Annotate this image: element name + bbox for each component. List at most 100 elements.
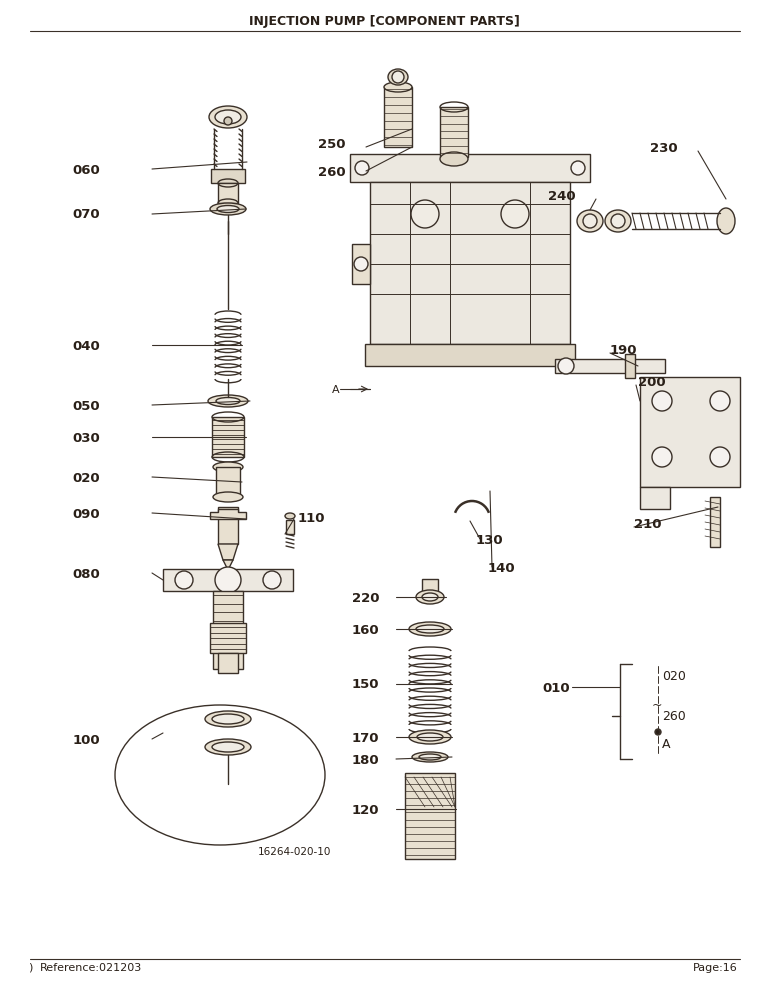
Text: 260: 260	[662, 710, 686, 723]
Ellipse shape	[412, 752, 448, 762]
Bar	[352, 245, 370, 284]
Polygon shape	[218, 545, 238, 561]
Text: 100: 100	[72, 733, 100, 746]
Bar	[440, 108, 468, 158]
Text: 160: 160	[352, 623, 379, 636]
Bar	[286, 521, 294, 535]
Text: 120: 120	[352, 803, 379, 816]
Text: ): )	[28, 962, 32, 972]
Text: 150: 150	[352, 678, 379, 691]
Circle shape	[411, 201, 439, 229]
Bar	[555, 360, 665, 374]
Text: 250: 250	[318, 137, 346, 150]
Ellipse shape	[224, 118, 232, 126]
Bar	[370, 183, 570, 345]
Text: Page:16: Page:16	[694, 962, 738, 972]
Circle shape	[392, 72, 404, 83]
Ellipse shape	[419, 754, 441, 760]
Circle shape	[611, 215, 625, 229]
Text: 190: 190	[610, 343, 637, 356]
Bar	[350, 155, 590, 183]
Ellipse shape	[717, 209, 735, 235]
Ellipse shape	[417, 734, 443, 742]
Ellipse shape	[416, 625, 444, 633]
Bar	[212, 417, 244, 457]
Ellipse shape	[577, 211, 603, 233]
Text: A: A	[662, 738, 670, 750]
Bar	[422, 580, 438, 597]
Ellipse shape	[205, 740, 251, 755]
Circle shape	[355, 162, 369, 176]
Ellipse shape	[213, 462, 243, 472]
Ellipse shape	[212, 715, 244, 725]
Ellipse shape	[212, 743, 244, 752]
Ellipse shape	[209, 107, 247, 129]
Text: 060: 060	[72, 163, 100, 176]
Text: 070: 070	[72, 209, 100, 222]
Ellipse shape	[205, 712, 251, 728]
Ellipse shape	[384, 83, 412, 92]
Bar	[365, 345, 575, 367]
Text: •: •	[654, 726, 660, 739]
Circle shape	[263, 572, 281, 589]
Circle shape	[175, 572, 193, 589]
Text: 040: 040	[72, 339, 100, 352]
Circle shape	[655, 730, 661, 736]
Bar	[640, 487, 670, 510]
Ellipse shape	[416, 590, 444, 604]
Bar	[163, 570, 293, 591]
Text: 260: 260	[318, 165, 346, 178]
Ellipse shape	[409, 731, 451, 745]
Text: 180: 180	[352, 752, 379, 765]
Bar	[640, 378, 740, 487]
Ellipse shape	[440, 153, 468, 167]
Text: 030: 030	[72, 431, 100, 444]
Bar	[213, 591, 243, 669]
Bar	[210, 623, 246, 653]
Ellipse shape	[217, 207, 239, 214]
Text: 050: 050	[72, 400, 100, 413]
Ellipse shape	[210, 204, 246, 216]
Text: 110: 110	[298, 511, 326, 524]
Circle shape	[583, 215, 597, 229]
Text: 16264-020-10: 16264-020-10	[258, 846, 331, 856]
Text: 020: 020	[662, 670, 686, 683]
Circle shape	[652, 392, 672, 412]
Text: 010: 010	[542, 681, 570, 694]
Circle shape	[501, 201, 529, 229]
Text: 140: 140	[488, 561, 515, 574]
Circle shape	[652, 447, 672, 467]
Circle shape	[354, 257, 368, 271]
Ellipse shape	[208, 396, 248, 408]
Ellipse shape	[216, 399, 240, 406]
Ellipse shape	[215, 111, 241, 125]
Ellipse shape	[285, 514, 295, 520]
Ellipse shape	[409, 622, 451, 636]
Circle shape	[710, 447, 730, 467]
Text: 170: 170	[352, 731, 379, 744]
Text: 240: 240	[548, 189, 576, 203]
Polygon shape	[223, 561, 233, 571]
Ellipse shape	[388, 70, 408, 85]
Bar	[216, 467, 240, 498]
Text: 220: 220	[352, 590, 379, 604]
Text: 090: 090	[72, 507, 100, 520]
Ellipse shape	[213, 492, 243, 503]
Circle shape	[571, 162, 585, 176]
Text: 230: 230	[650, 141, 677, 154]
Circle shape	[558, 359, 574, 375]
Text: 210: 210	[634, 517, 661, 530]
Bar	[710, 498, 720, 548]
Bar	[218, 508, 238, 545]
Bar	[218, 184, 238, 204]
Bar	[625, 355, 635, 379]
Bar	[384, 87, 412, 148]
Circle shape	[710, 392, 730, 412]
Ellipse shape	[605, 211, 631, 233]
Circle shape	[215, 568, 241, 593]
Text: 020: 020	[72, 471, 100, 484]
Text: INJECTION PUMP [COMPONENT PARTS]: INJECTION PUMP [COMPONENT PARTS]	[249, 16, 519, 29]
Text: A: A	[332, 385, 339, 395]
Bar	[211, 170, 245, 184]
Bar	[218, 653, 238, 673]
